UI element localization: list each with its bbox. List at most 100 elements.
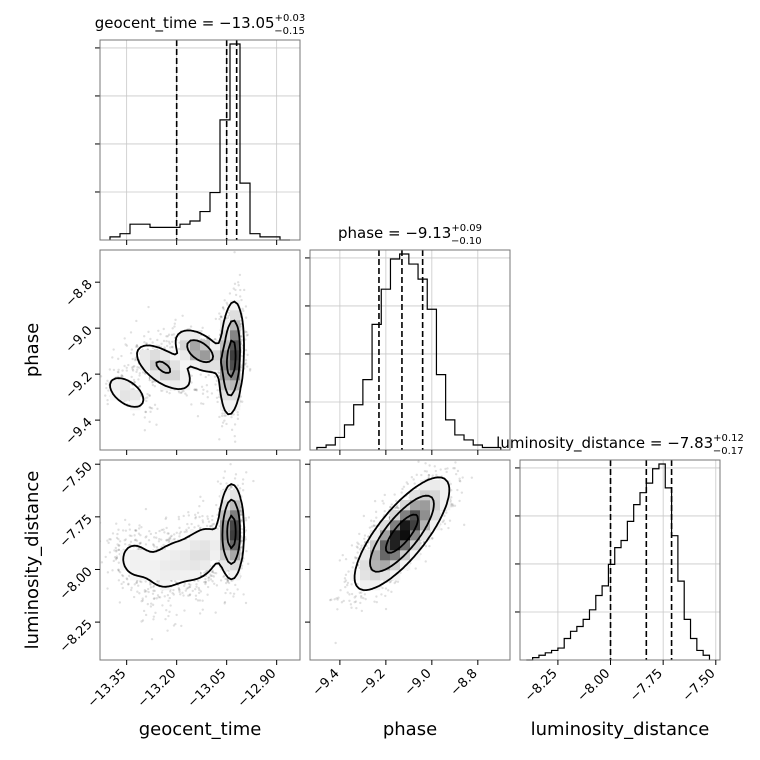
sample-point <box>223 414 226 417</box>
sample-point <box>133 380 136 384</box>
sample-point <box>181 591 184 595</box>
sample-point <box>175 531 178 534</box>
sample-point <box>157 329 160 332</box>
sample-point <box>244 519 248 522</box>
sample-point <box>146 396 149 399</box>
sample-point <box>454 472 458 476</box>
sample-point <box>148 394 152 397</box>
sample-point <box>194 388 197 392</box>
sample-point <box>443 522 447 526</box>
sample-point <box>138 385 142 388</box>
sample-point <box>434 469 438 473</box>
sample-point <box>108 551 112 554</box>
density-cell <box>230 400 241 411</box>
sample-point <box>168 346 172 349</box>
sample-point <box>152 618 155 621</box>
sample-point <box>117 579 121 582</box>
sample-point <box>117 568 120 572</box>
sample-point <box>167 538 170 541</box>
sample-point <box>153 536 156 539</box>
sample-point <box>133 529 137 532</box>
sample-point <box>106 571 110 574</box>
density-cell <box>220 540 231 551</box>
sample-point <box>164 517 167 521</box>
sample-point <box>135 539 139 542</box>
sample-point <box>238 295 242 298</box>
sample-point <box>193 513 197 517</box>
sample-point <box>149 410 152 414</box>
sample-point <box>157 540 161 543</box>
density-cell <box>170 570 181 581</box>
sample-point <box>334 641 337 645</box>
sample-point <box>393 493 396 496</box>
sample-point <box>234 293 238 297</box>
sample-point <box>452 467 455 470</box>
sample-point <box>445 470 448 474</box>
sample-point <box>189 325 193 328</box>
histogram-luminosity_distance <box>526 463 711 661</box>
sample-point <box>205 524 209 528</box>
density-cell <box>230 540 241 551</box>
sample-point <box>127 582 130 586</box>
sample-point <box>115 556 118 560</box>
sample-point <box>157 344 161 348</box>
sample-point <box>135 581 138 585</box>
sample-point <box>209 573 212 576</box>
sample-point <box>395 499 398 503</box>
sample-point <box>196 415 200 418</box>
sample-point <box>435 473 438 477</box>
histogram-geocent_time <box>109 43 290 241</box>
density-cell <box>150 370 161 381</box>
sample-point <box>117 371 120 374</box>
sample-point <box>138 580 142 583</box>
sample-point <box>461 476 464 479</box>
sample-point <box>197 524 200 528</box>
sample-point <box>223 412 226 415</box>
sample-point <box>116 543 119 546</box>
sample-point <box>155 597 158 600</box>
sample-point <box>247 516 251 519</box>
sample-point <box>213 582 216 585</box>
sample-point <box>191 589 194 593</box>
density-cell <box>130 560 141 571</box>
sample-point <box>214 611 217 614</box>
sample-point <box>164 516 168 519</box>
sample-point <box>423 469 427 473</box>
sample-point <box>167 532 170 535</box>
density-cell <box>220 340 231 351</box>
sample-point <box>173 322 177 325</box>
sample-point <box>153 403 157 407</box>
sample-point <box>149 583 152 586</box>
sample-point <box>402 485 406 488</box>
sample-point <box>465 454 467 456</box>
sample-point <box>236 281 240 284</box>
sample-point <box>139 534 142 537</box>
sample-point <box>126 578 129 581</box>
density-cell <box>170 550 181 561</box>
sample-point <box>218 317 221 321</box>
sample-point <box>207 334 211 338</box>
sample-point <box>144 410 148 414</box>
sample-point <box>133 364 136 368</box>
sample-point <box>206 396 209 399</box>
sample-point <box>226 580 229 583</box>
sample-point <box>186 586 190 590</box>
sample-point <box>443 514 446 517</box>
sample-point <box>117 357 120 361</box>
sample-point <box>242 593 245 596</box>
sample-point <box>177 391 181 394</box>
sample-point <box>144 507 148 511</box>
sample-point <box>111 532 115 535</box>
sample-point <box>212 522 216 526</box>
sample-point <box>150 637 154 641</box>
sample-point <box>373 600 376 603</box>
sample-point <box>152 589 155 592</box>
density-cell <box>140 570 151 581</box>
sample-point <box>343 580 346 584</box>
density-cell <box>220 330 231 341</box>
sample-point <box>215 396 219 399</box>
sample-point <box>360 609 364 613</box>
sample-point <box>134 345 138 348</box>
sample-point <box>162 543 165 547</box>
sample-point <box>111 356 114 359</box>
